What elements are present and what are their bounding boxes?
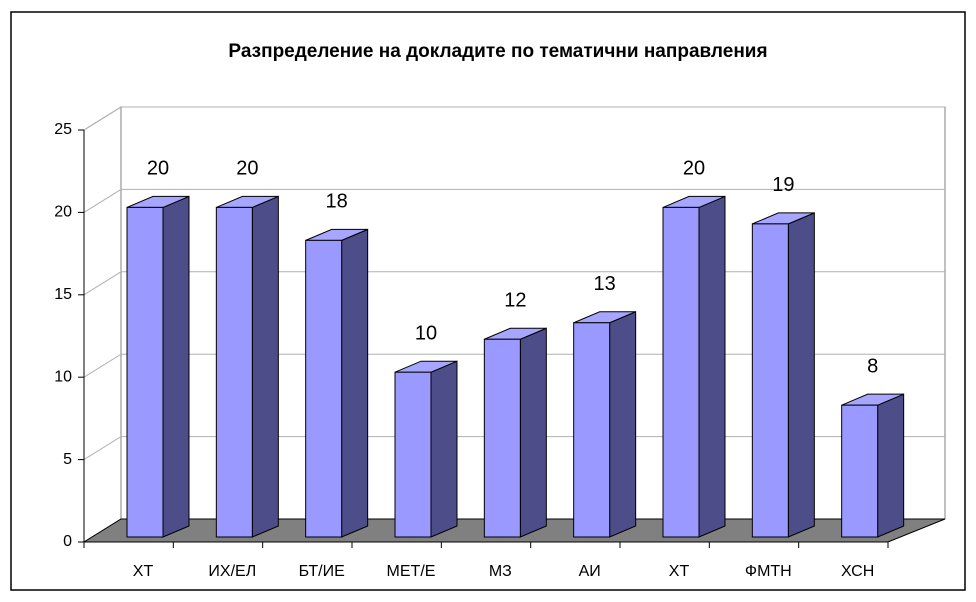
bar (662, 206, 700, 538)
bar-side (430, 360, 458, 538)
bar (841, 404, 879, 538)
x-tick-label: МЗ (489, 563, 512, 580)
value-label: 10 (415, 322, 437, 344)
value-label: 20 (147, 158, 169, 180)
x-tick-label: ХТ (669, 563, 690, 580)
bar (305, 239, 343, 538)
value-label: 20 (236, 158, 258, 180)
value-label: 19 (772, 174, 794, 196)
value-label: 13 (594, 273, 616, 295)
y-tick-label: 0 (63, 533, 72, 550)
value-label: 8 (867, 355, 878, 377)
bar-side (341, 228, 369, 538)
grid-line (83, 106, 945, 131)
bar (126, 206, 164, 538)
value-label: 18 (326, 191, 348, 213)
x-tick-label: ХТ (133, 563, 154, 580)
x-tick-label: ИХ/ЕЛ (208, 563, 256, 580)
x-tick-label: АИ (579, 563, 601, 580)
bar-side (162, 195, 190, 538)
bar-side (877, 393, 905, 538)
x-tick-label: БТ/ИЕ (299, 563, 345, 580)
y-tick-label: 20 (54, 204, 72, 221)
bar-side (698, 195, 726, 538)
y-tick-label: 25 (54, 121, 72, 138)
value-label: 12 (504, 290, 526, 312)
bar-side (787, 212, 815, 538)
bar-side (609, 311, 637, 538)
x-tick-label: МЕТ/Е (387, 563, 436, 580)
x-tick-label: ХСН (841, 563, 874, 580)
bar (573, 322, 611, 538)
grid-line (83, 188, 945, 213)
y-tick-label: 5 (63, 451, 72, 468)
bar (215, 206, 253, 538)
bar (483, 338, 521, 538)
bar (394, 371, 432, 538)
chart-title: Разпределение на докладите по тематични … (228, 41, 767, 62)
y-tick-label: 10 (54, 368, 72, 385)
side-wall (83, 106, 122, 543)
value-label: 20 (683, 158, 705, 180)
bar (751, 223, 789, 538)
bar-side (519, 327, 547, 538)
bar-side (251, 195, 279, 538)
x-tick-label: ФМТН (745, 563, 792, 580)
y-tick-label: 15 (54, 286, 72, 303)
